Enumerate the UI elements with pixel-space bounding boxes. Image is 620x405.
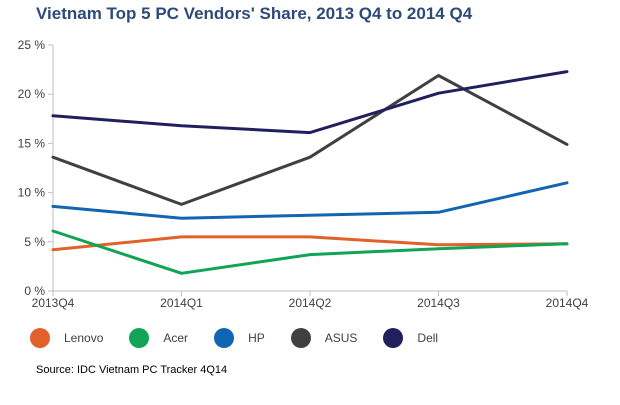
chart-legend: Lenovo Acer HP ASUS Dell [30, 328, 464, 348]
legend-label: Acer [163, 331, 189, 345]
legend-label: Lenovo [64, 331, 104, 345]
legend-item-dell: Dell [383, 328, 438, 348]
y-tick-label: 10 % [18, 186, 46, 200]
y-tick-label: 25 % [18, 38, 46, 52]
legend-item-asus: ASUS [290, 328, 358, 348]
source-note: Source: IDC Vietnam PC Tracker 4Q14 [36, 364, 228, 376]
legend-swatch [290, 328, 311, 348]
legend-label: Dell [417, 331, 439, 345]
x-tick-label: 2014Q3 [417, 296, 460, 310]
chart-title: Vietnam Top 5 PC Vendors' Share, 2013 Q4… [36, 4, 473, 23]
series-line-acer [51, 229, 569, 275]
legend-swatch [383, 328, 404, 348]
x-tick-label: 2014Q2 [289, 296, 332, 310]
y-tick-label: 0 % [24, 284, 45, 298]
legend-swatch [30, 328, 50, 348]
x-tick-label: 2014Q1 [160, 296, 203, 310]
y-tick-label: 15 % [18, 136, 46, 150]
chart-axes: 0 % 5 % 10 % 15 % 20 % 25 % 2013Q4 2014Q1 2014Q2… [18, 38, 589, 310]
legend-item-lenovo: Lenovo [30, 328, 103, 348]
x-tick-label: 2014Q4 [546, 296, 589, 310]
series-line-lenovo [51, 235, 569, 252]
chart-series [51, 70, 569, 275]
legend-label: ASUS [324, 331, 358, 345]
y-tick-label: 20 % [18, 87, 46, 101]
y-tick-label: 5 % [24, 235, 45, 249]
legend-item-acer: Acer [129, 328, 188, 348]
series-line-hp [51, 181, 569, 220]
legend-label: HP [248, 331, 265, 345]
x-tick-label: 2013Q4 [32, 296, 75, 310]
legend-swatch [129, 328, 150, 348]
legend-swatch [214, 328, 235, 348]
series-line-dell [51, 70, 569, 135]
series-line-asus [51, 74, 569, 206]
legend-item-hp: HP [214, 328, 265, 348]
